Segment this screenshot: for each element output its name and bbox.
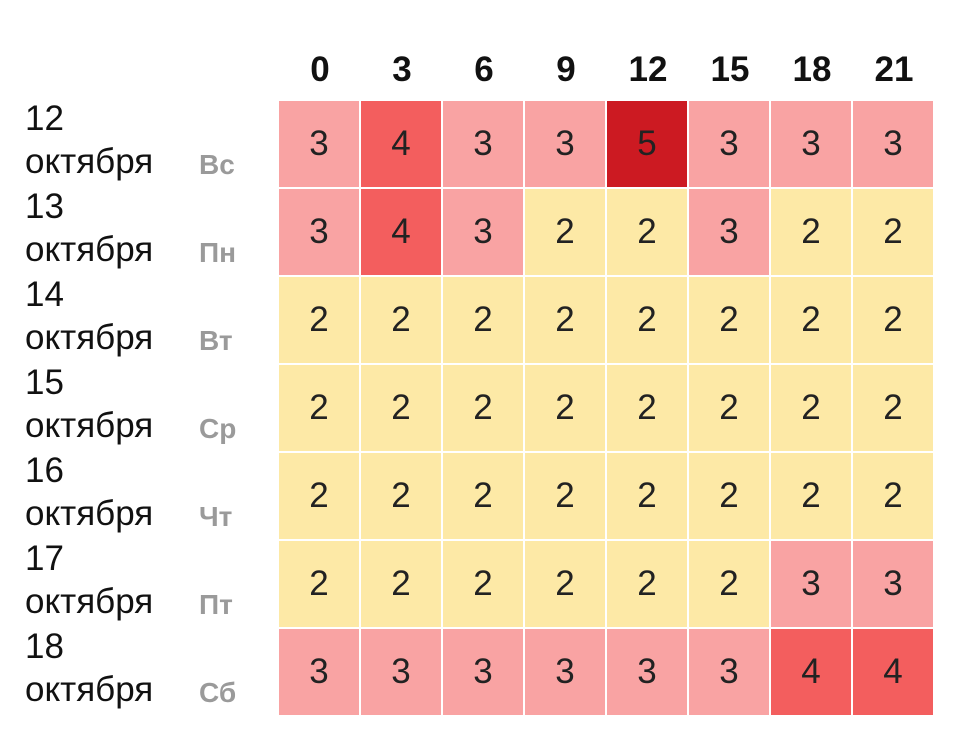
heatmap-cell: 2 bbox=[279, 277, 359, 363]
heatmap-cell: 3 bbox=[689, 629, 769, 715]
heatmap-cell: 2 bbox=[689, 453, 769, 539]
day-of-week: Пн bbox=[199, 237, 237, 268]
hour-label: 15 bbox=[710, 50, 750, 89]
heatmap-cell: 2 bbox=[689, 277, 769, 363]
hour-label: 12 bbox=[628, 50, 668, 89]
day-date: 12 bbox=[25, 99, 64, 138]
heatmap-cell: 5 bbox=[607, 101, 687, 187]
heatmap-cell: 2 bbox=[361, 541, 441, 627]
heatmap-cell: 3 bbox=[361, 629, 441, 715]
heatmap-cell: 2 bbox=[607, 453, 687, 539]
day-date: 18 bbox=[25, 627, 64, 666]
hour-label: 6 bbox=[474, 50, 494, 89]
heatmap-cell: 4 bbox=[361, 189, 441, 275]
day-label: 18 октября Сб bbox=[25, 627, 275, 717]
heatmap-cell: 2 bbox=[443, 453, 523, 539]
heatmap-cell: 2 bbox=[443, 365, 523, 451]
heatmap-cell: 3 bbox=[279, 629, 359, 715]
day-of-week: Сб bbox=[199, 677, 237, 708]
heatmap-cell: 2 bbox=[279, 365, 359, 451]
heatmap-cell: 2 bbox=[771, 365, 851, 451]
heatmap-cell: 3 bbox=[607, 629, 687, 715]
day-of-week: Чт bbox=[199, 501, 233, 532]
heatmap-cell: 3 bbox=[853, 101, 933, 187]
day-month: октября bbox=[25, 142, 154, 181]
heatmap-cell: 2 bbox=[361, 365, 441, 451]
heatmap-cell: 2 bbox=[607, 277, 687, 363]
heatmap-cell: 2 bbox=[525, 541, 605, 627]
heatmap-cell: 2 bbox=[771, 189, 851, 275]
hour-label: 18 bbox=[792, 50, 832, 89]
heatmap-cell: 3 bbox=[853, 541, 933, 627]
hour-label: 3 bbox=[392, 50, 412, 89]
day-date: 13 bbox=[25, 187, 64, 226]
heatmap-cell: 2 bbox=[525, 453, 605, 539]
heatmap-cell: 3 bbox=[525, 629, 605, 715]
day-month: октября bbox=[25, 230, 154, 269]
heatmap-cell: 4 bbox=[361, 101, 441, 187]
heatmap-cell: 3 bbox=[443, 629, 523, 715]
day-of-week: Вт bbox=[199, 325, 233, 356]
heatmap-cell: 2 bbox=[525, 277, 605, 363]
day-label: 16 октября Чт bbox=[25, 451, 275, 541]
heatmap-cell: 2 bbox=[279, 453, 359, 539]
day-month: октября bbox=[25, 406, 154, 445]
heatmap-cell: 2 bbox=[689, 541, 769, 627]
day-of-week: Ср bbox=[199, 413, 237, 444]
day-label: 14 октября Вт bbox=[25, 275, 275, 365]
day-label: 13 октября Пн bbox=[25, 187, 275, 277]
hour-label: 21 bbox=[874, 50, 914, 89]
heatmap-cell: 3 bbox=[443, 101, 523, 187]
heatmap-cell: 3 bbox=[279, 189, 359, 275]
day-date: 15 bbox=[25, 363, 64, 402]
heatmap-cell: 2 bbox=[443, 277, 523, 363]
heatmap-cell: 2 bbox=[361, 453, 441, 539]
day-label: 12 октября Вс bbox=[25, 99, 275, 189]
heatmap-cell: 2 bbox=[689, 365, 769, 451]
day-label: 17 октября Пт bbox=[25, 539, 275, 629]
day-date: 17 bbox=[25, 539, 64, 578]
heatmap-cell: 3 bbox=[279, 101, 359, 187]
day-date: 14 bbox=[25, 275, 64, 314]
heatmap-cell: 2 bbox=[279, 541, 359, 627]
day-of-week: Пт bbox=[199, 589, 233, 620]
heatmap-cell: 3 bbox=[689, 189, 769, 275]
day-month: октября bbox=[25, 494, 154, 533]
hour-label: 0 bbox=[310, 50, 330, 89]
heatmap-cell: 2 bbox=[525, 365, 605, 451]
heatmap-cell: 2 bbox=[853, 365, 933, 451]
day-month: октября bbox=[25, 582, 154, 621]
heatmap-cell: 2 bbox=[607, 189, 687, 275]
day-of-week: Вс bbox=[199, 149, 235, 180]
heatmap-cell: 3 bbox=[689, 101, 769, 187]
hour-label: 9 bbox=[556, 50, 576, 89]
day-month: октября bbox=[25, 318, 154, 357]
day-label: 15 октября Ср bbox=[25, 363, 275, 453]
heatmap-cell: 2 bbox=[853, 277, 933, 363]
heatmap-cell: 4 bbox=[853, 629, 933, 715]
heatmap-cell: 4 bbox=[771, 629, 851, 715]
day-month: октября bbox=[25, 670, 154, 709]
heatmap-cell: 3 bbox=[771, 101, 851, 187]
heatmap-cell: 2 bbox=[853, 189, 933, 275]
heatmap-cell: 2 bbox=[771, 277, 851, 363]
heatmap-cell: 2 bbox=[443, 541, 523, 627]
day-date: 16 bbox=[25, 451, 64, 490]
heatmap-cell: 3 bbox=[525, 101, 605, 187]
heatmap-cell: 3 bbox=[771, 541, 851, 627]
heatmap-cell: 2 bbox=[361, 277, 441, 363]
heatmap-cell: 2 bbox=[607, 365, 687, 451]
heatmap-cell: 2 bbox=[771, 453, 851, 539]
heatmap-cell: 2 bbox=[607, 541, 687, 627]
heatmap-cell: 2 bbox=[525, 189, 605, 275]
heatmap-cell: 3 bbox=[443, 189, 523, 275]
heatmap-cell: 2 bbox=[853, 453, 933, 539]
